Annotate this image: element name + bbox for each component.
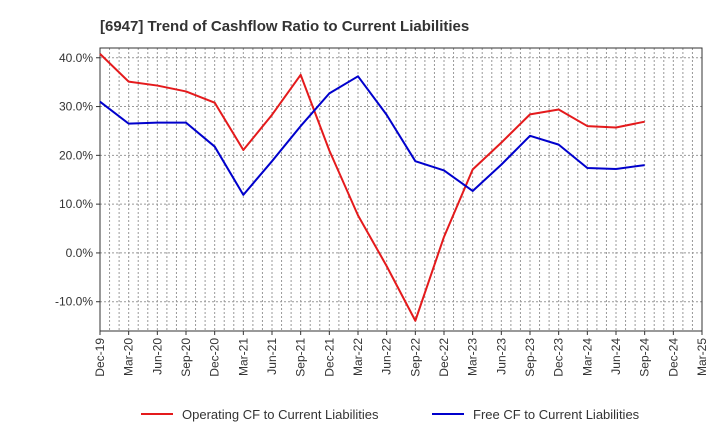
x-tick-label: Jun-24 — [609, 338, 623, 375]
y-tick-label: -10.0% — [55, 295, 93, 309]
chart-title: [6947] Trend of Cashflow Ratio to Curren… — [100, 18, 469, 35]
x-tick-label: Sep-21 — [294, 338, 308, 377]
x-axis: Dec-19 Mar-20 Jun-20 Sep-20 Dec-20 Mar-21 Jun-… — [93, 331, 709, 377]
x-tick-label: Dec-21 — [322, 338, 336, 377]
y-tick-label: 0.0% — [66, 246, 94, 260]
x-tick-label: Jun-22 — [380, 338, 394, 375]
x-tick-label: Dec-22 — [437, 338, 451, 377]
grid — [100, 48, 702, 331]
x-tick-label: Mar-24 — [580, 338, 594, 376]
series-layer — [99, 53, 645, 322]
x-tick-label: Sep-22 — [408, 338, 422, 377]
legend-label-2: Free CF to Current Liabilities — [473, 407, 640, 422]
plot-frame — [99, 47, 703, 332]
x-tick-label: Jun-21 — [265, 338, 279, 375]
x-tick-label: Jun-23 — [494, 338, 508, 375]
x-tick-label: Dec-24 — [666, 338, 680, 377]
x-tick-label: Sep-20 — [179, 338, 193, 377]
x-tick-label: Sep-23 — [523, 338, 537, 377]
y-tick-label: 20.0% — [59, 148, 93, 162]
x-tick-label: Dec-19 — [93, 338, 107, 377]
x-tick-label: Mar-20 — [122, 338, 136, 376]
series-line-2 — [99, 75, 645, 196]
x-tick-label: Mar-22 — [351, 338, 365, 376]
x-tick-label: Dec-23 — [552, 338, 566, 377]
series-line-1 — [99, 53, 645, 322]
x-tick-label: Sep-24 — [638, 338, 652, 377]
legend-label-1: Operating CF to Current Liabilities — [182, 407, 379, 422]
x-tick-label: Dec-20 — [208, 338, 222, 377]
x-tick-label: Mar-23 — [466, 338, 480, 376]
y-axis: 40.0% 30.0% 20.0% 10.0% 0.0% -10.0% — [55, 51, 100, 309]
y-tick-label: 40.0% — [59, 51, 93, 65]
x-tick-label: Mar-25 — [695, 338, 709, 376]
y-tick-label: 30.0% — [59, 100, 93, 114]
x-tick-label: Jun-20 — [150, 338, 164, 375]
y-tick-label: 10.0% — [59, 197, 93, 211]
legend: Operating CF to Current Liabilities Free … — [141, 407, 640, 422]
x-tick-label: Mar-21 — [236, 338, 250, 376]
